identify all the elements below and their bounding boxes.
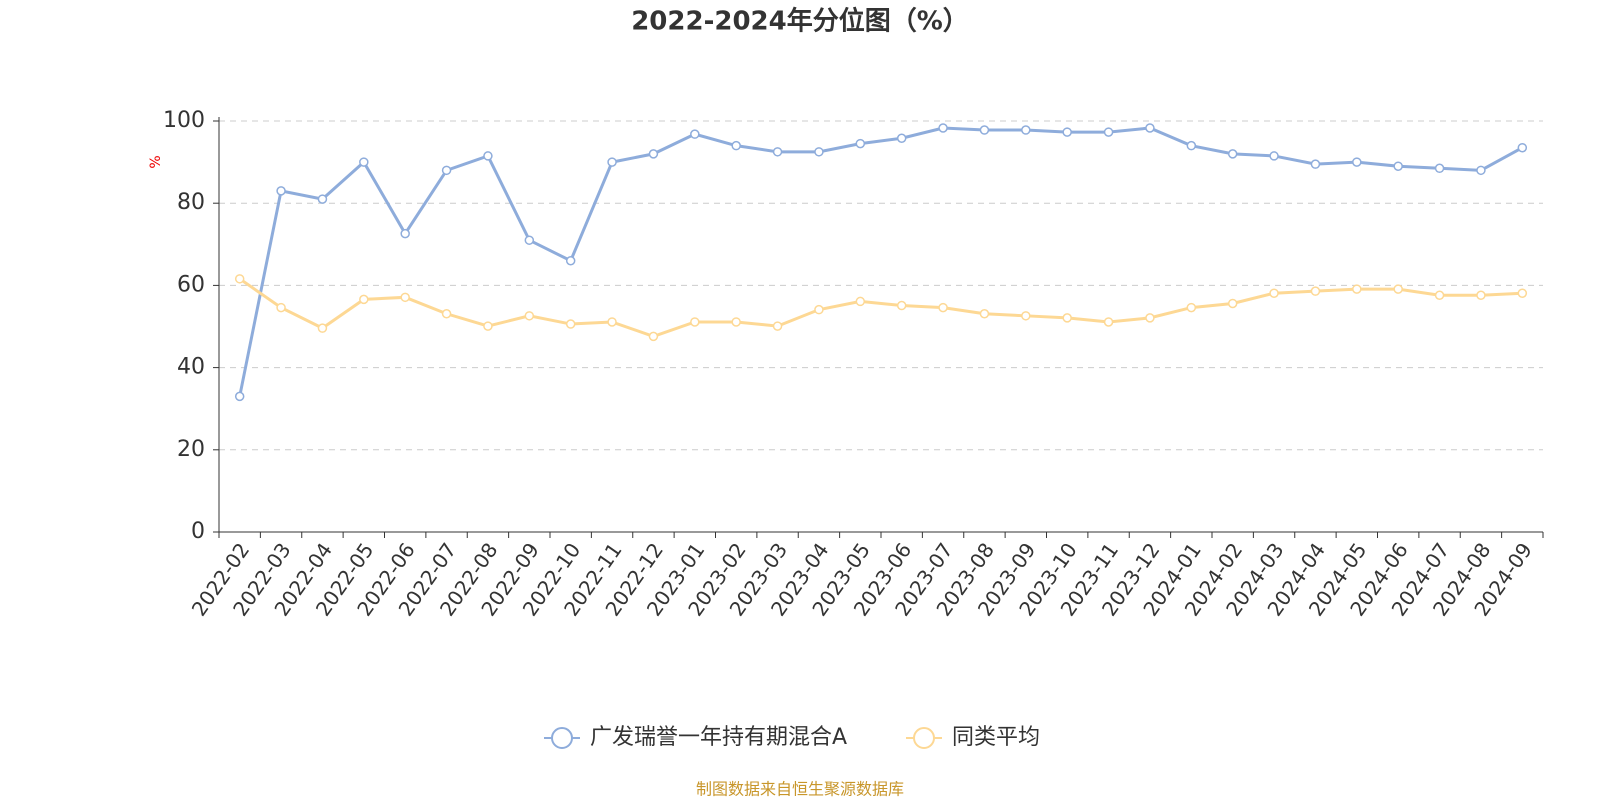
- y-tick-label: 60: [177, 272, 205, 297]
- data-point: [1062, 127, 1072, 137]
- data-point: [441, 165, 452, 176]
- series-line: [238, 126, 1524, 397]
- data-point: [565, 319, 576, 329]
- data-point: [359, 157, 369, 167]
- data-point: [1269, 151, 1279, 161]
- data-point: [441, 309, 452, 319]
- data-point: [1517, 142, 1528, 153]
- data-point: [814, 147, 824, 157]
- chart-title: 2022-2024年分位图（%）: [631, 6, 969, 37]
- data-point: [1227, 149, 1238, 159]
- data-point: [1103, 317, 1114, 327]
- data-point: [607, 317, 617, 327]
- data-point: [814, 304, 824, 315]
- legend-item: 同类平均: [906, 725, 1040, 750]
- data-point: [1310, 286, 1321, 296]
- data-point: [317, 323, 328, 333]
- data-point: [483, 151, 493, 161]
- data-point: [938, 123, 948, 133]
- data-point: [979, 309, 990, 319]
- data-point: [1393, 284, 1403, 294]
- y-tick-label: 20: [177, 437, 205, 462]
- data-point: [234, 391, 245, 402]
- data-point: [1352, 284, 1362, 294]
- data-point: [1476, 290, 1486, 301]
- data-point: [772, 321, 783, 331]
- data-point: [1021, 311, 1031, 321]
- data-point: [648, 331, 659, 342]
- data-point: [1269, 288, 1279, 298]
- data-point: [607, 157, 617, 167]
- data-point: [1227, 298, 1238, 309]
- data-point: [317, 194, 328, 204]
- data-point: [483, 321, 493, 331]
- data-point: [524, 311, 535, 321]
- source-note: 制图数据来自恒生聚源数据库: [696, 780, 904, 799]
- legend-label: 同类平均: [952, 725, 1040, 750]
- data-point: [276, 302, 286, 313]
- series-line: [238, 277, 1523, 338]
- data-point: [359, 294, 369, 305]
- data-point: [400, 228, 410, 239]
- y-tick-label: 80: [177, 190, 205, 215]
- data-point: [1145, 123, 1155, 133]
- data-point: [772, 147, 783, 157]
- data-point: [690, 129, 700, 139]
- legend-item: 广发瑞誉一年持有期混合A: [544, 725, 847, 750]
- data-point: [648, 149, 659, 159]
- data-point: [1103, 127, 1114, 137]
- data-point: [1145, 313, 1155, 323]
- data-point: [855, 296, 866, 307]
- data-point: [731, 317, 741, 327]
- data-point: [1062, 313, 1072, 323]
- data-point: [896, 133, 907, 144]
- y-tick-label: 100: [163, 108, 205, 133]
- data-point: [1434, 290, 1445, 301]
- data-point: [896, 300, 907, 311]
- data-point: [979, 125, 990, 135]
- data-point: [938, 302, 948, 313]
- data-point: [234, 274, 245, 284]
- data-point: [1186, 140, 1197, 151]
- y-tick-label: 0: [191, 519, 205, 544]
- data-point: [1476, 165, 1486, 176]
- legend-marker: [551, 727, 573, 749]
- data-point: [1434, 163, 1445, 174]
- legend-marker: [913, 727, 935, 749]
- data-point: [731, 140, 741, 151]
- y-axis-label: %: [148, 155, 164, 168]
- data-point: [400, 292, 410, 303]
- y-tick-label: 40: [177, 355, 205, 380]
- legend-label: 广发瑞誉一年持有期混合A: [590, 725, 847, 750]
- data-point: [524, 235, 535, 245]
- data-point: [565, 255, 576, 266]
- data-point: [276, 186, 286, 196]
- data-point: [855, 138, 866, 149]
- data-point: [690, 317, 700, 327]
- data-point: [1352, 157, 1362, 167]
- data-point: [1517, 288, 1528, 298]
- data-point: [1186, 302, 1197, 313]
- data-point: [1021, 125, 1031, 135]
- data-point: [1310, 159, 1321, 169]
- data-point: [1393, 161, 1403, 171]
